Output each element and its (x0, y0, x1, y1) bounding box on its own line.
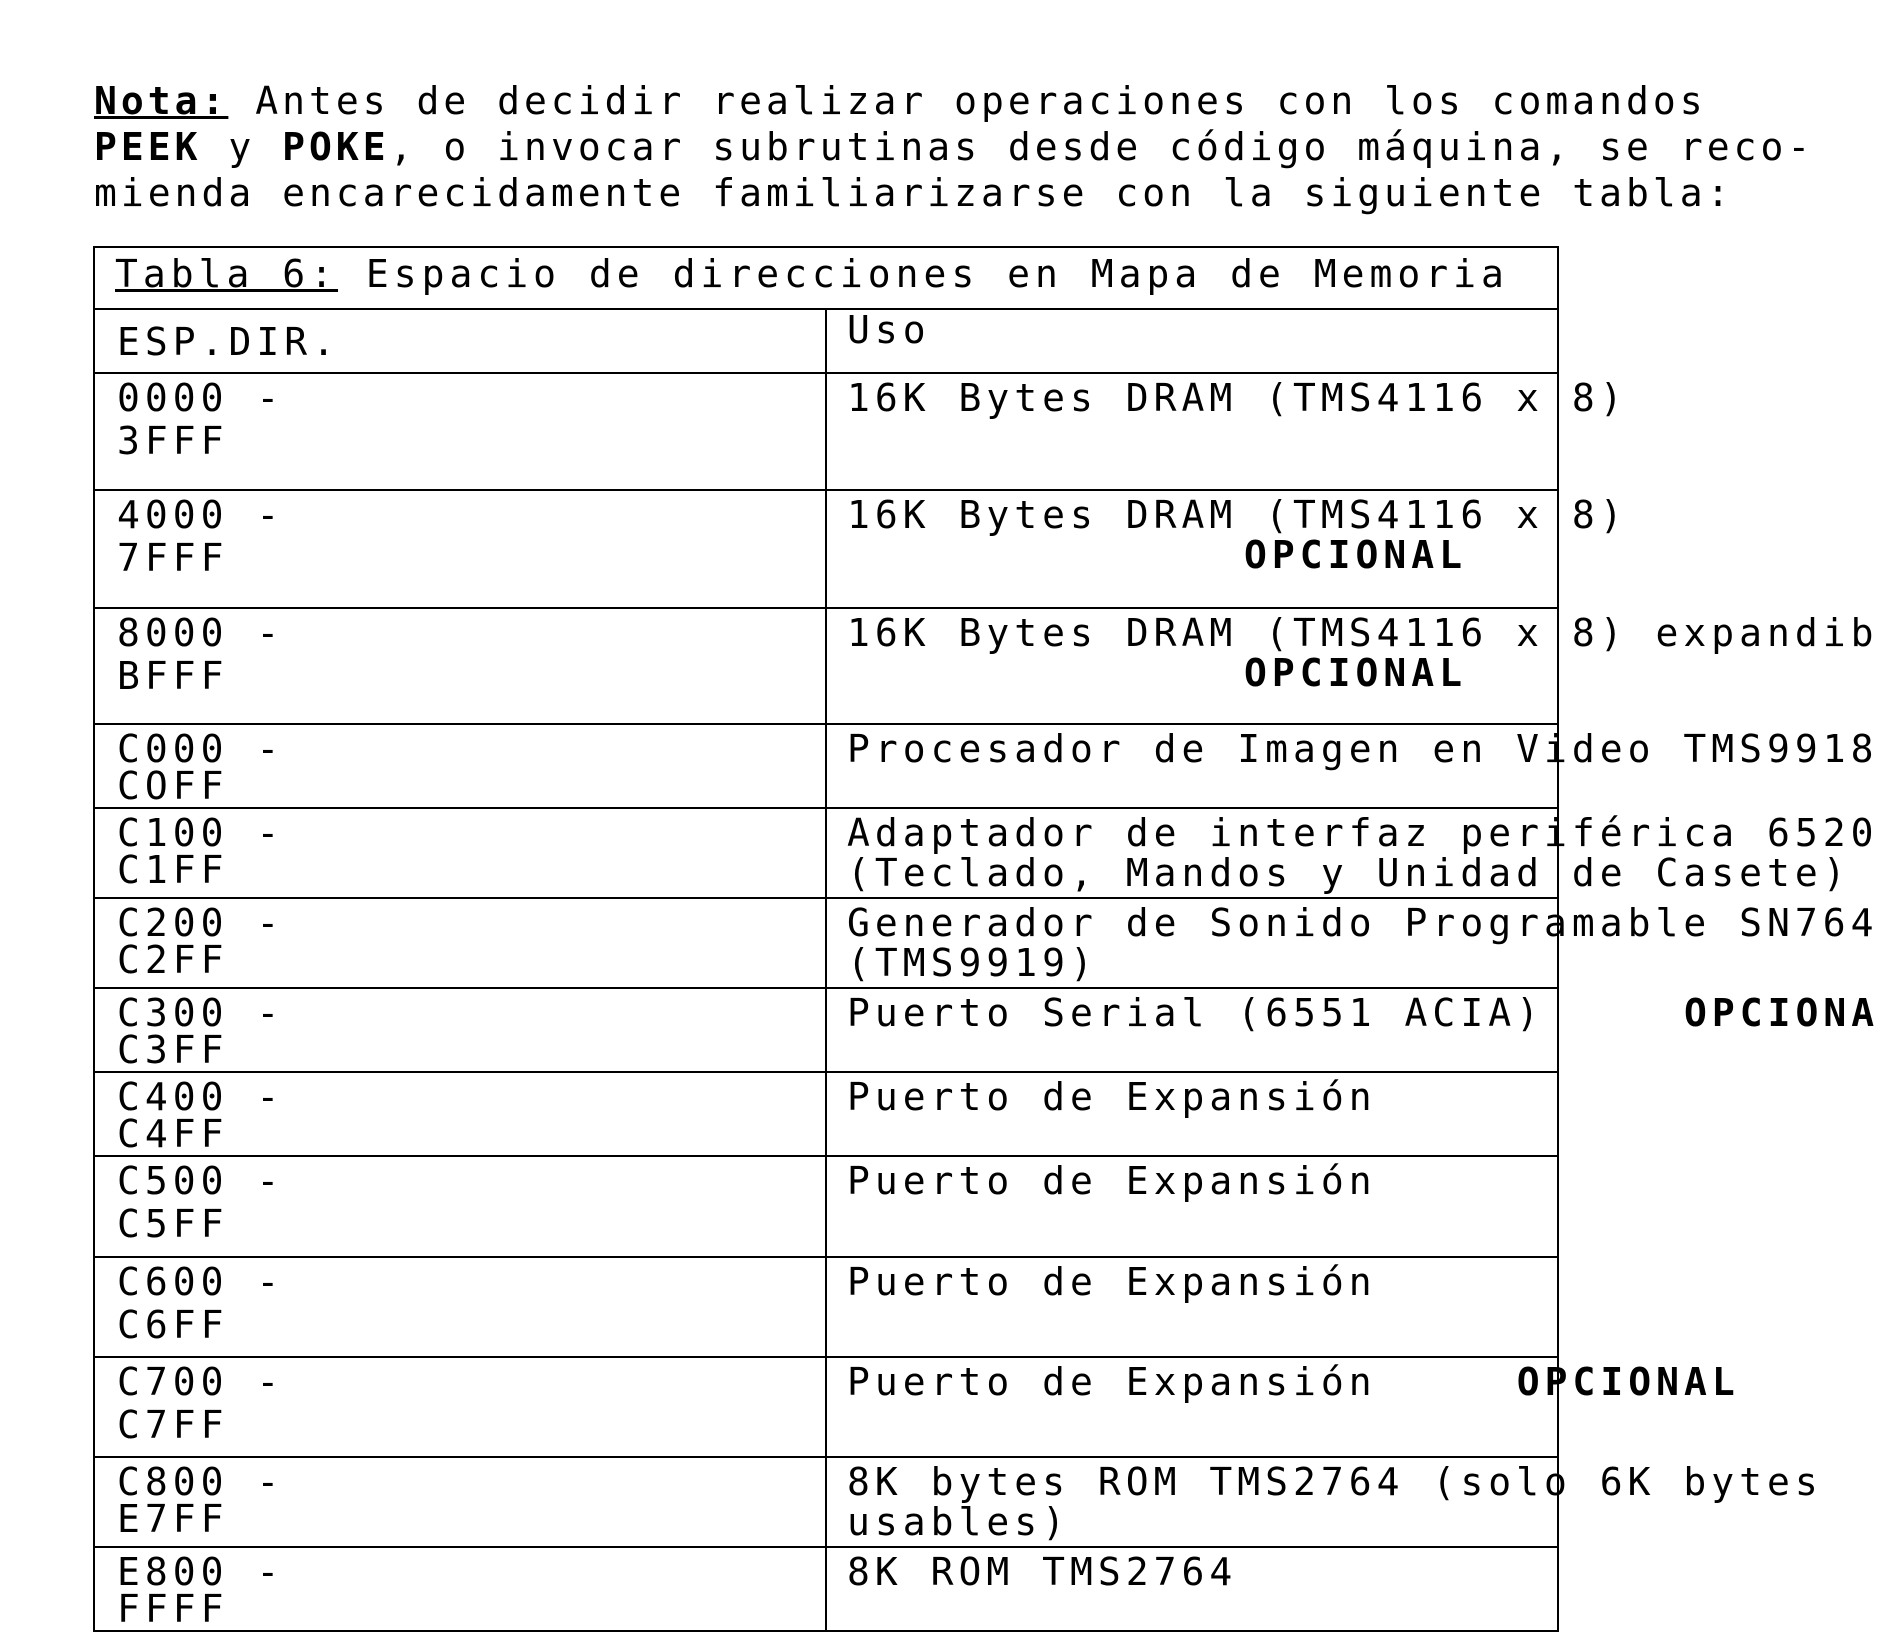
address-to: C1FF (117, 848, 229, 892)
usage-cell: Puerto de Expansión (825, 1071, 1559, 1157)
usage-text: 16K Bytes DRAM (TMS4116 x 8) expandible (847, 611, 1880, 655)
address-range: C700 - C7FF (93, 1356, 827, 1458)
address-range: C200 - C2FF (93, 897, 827, 989)
usage-text: Generador de Sonido Programable SN76489 … (847, 901, 1880, 985)
peek-command: PEEK (94, 125, 202, 169)
address-range: C000 - COFF (93, 723, 827, 809)
usage-text: 16K Bytes DRAM (TMS4116 x 8) (847, 376, 1628, 420)
usage-cell: 16K Bytes DRAM (TMS4116 x 8) OPCIONAL (825, 489, 1623, 609)
address-to: COFF (117, 764, 229, 808)
address-range: C100 - C1FF (93, 807, 827, 899)
table-row: C700 - C7FF Puerto de Expansión OPCIONAL (93, 1356, 1735, 1458)
memory-map-table: Tabla 6: Espacio de direcciones en Mapa … (93, 246, 1880, 1632)
usage-cell: Adaptador de interfaz periférica 6520 (T… (825, 807, 1873, 899)
table-row: C600 - C6FF Puerto de Expansión (93, 1256, 1559, 1358)
address-to: C6FF (117, 1303, 229, 1347)
intro-note: Nota: Antes de decidir realizar operacio… (94, 78, 1814, 216)
table-title-text: Espacio de direcciones en Mapa de Memori… (338, 252, 1509, 296)
address-from: C000 - (117, 727, 285, 771)
optional-label: OPCIONAL (1516, 1360, 1740, 1404)
usage-cell: 8K bytes ROM TMS2764 (solo 6K bytes usab… (825, 1456, 1818, 1548)
table-row: C200 - C2FF Generador de Sonido Programabl… (93, 897, 1880, 989)
table-row: C100 - C1FF Adaptador de interfaz periféri… (93, 807, 1873, 899)
usage-cell: 8K ROM TMS2764 (825, 1546, 1559, 1632)
table-title-row: Tabla 6: Espacio de direcciones en Mapa … (93, 246, 1559, 310)
usage-text: 8K bytes ROM TMS2764 (solo 6K bytes usab… (847, 1460, 1823, 1544)
table-row: 8000 - BFFF 16K Bytes DRAM (TMS4116 x 8) e… (93, 607, 1880, 725)
address-range: 8000 - BFFF (93, 607, 827, 725)
usage-text: 16K Bytes DRAM (TMS4116 x 8) (847, 493, 1628, 537)
usage-text: Adaptador de interfaz periférica 6520 (T… (847, 811, 1879, 895)
address-to: E7FF (117, 1497, 229, 1541)
address-range: E800 - FFFF (93, 1546, 827, 1632)
address-to: C7FF (117, 1403, 229, 1447)
header-use: Uso (825, 308, 1559, 374)
usage-cell: Puerto Serial (6551 ACIA) OPCIONAL (825, 987, 1880, 1073)
address-range: 0000 -3FFF (93, 372, 827, 491)
address-from: C100 - (117, 811, 285, 855)
address-from: 8000 - (117, 611, 285, 655)
usage-cell: Procesador de Imagen en Video TMS9918 (825, 723, 1873, 809)
address-to: C3FF (117, 1028, 229, 1072)
address-from: 0000 - (117, 376, 285, 420)
address-to: 3FFF (117, 419, 229, 463)
table-row: C500 - C5FF Puerto de Expansión (93, 1155, 1559, 1258)
usage-text: 8K ROM TMS2764 (847, 1550, 1238, 1594)
note-line-1: Antes de decidir realizar operaciones co… (228, 79, 1707, 123)
address-from: C700 - (117, 1360, 285, 1404)
poke-command: POKE (282, 125, 390, 169)
usage-text: Puerto de Expansión (847, 1159, 1377, 1203)
table-row: E800 - FFFF 8K ROM TMS2764 (93, 1546, 1559, 1632)
optional-label: OPCIONAL (1243, 533, 1467, 577)
address-from: C600 - (117, 1260, 285, 1304)
usage-text: Procesador de Imagen en Video TMS9918 (847, 727, 1879, 771)
optional-label: OPCIONAL (1243, 651, 1467, 695)
table-row: C300 - C3FF Puerto Serial (6551 ACIA) OPCIO… (93, 987, 1880, 1073)
address-to: C2FF (117, 938, 229, 982)
address-range: C600 - C6FF (93, 1256, 827, 1358)
address-from: C800 - (117, 1460, 285, 1504)
table-header-row: ESP.DIR. Uso (93, 308, 1559, 374)
note-line-2: , o invocar subrutinas desde código máqu… (389, 125, 1815, 169)
table-row: C800 - E7FF 8K bytes ROM TMS2764 (solo 6K … (93, 1456, 1818, 1548)
address-range: 4000 -7FFF (93, 489, 827, 609)
usage-text: Puerto Serial (6551 ACIA) (847, 991, 1544, 1035)
address-to: 7FFF (117, 536, 229, 580)
optional-label: OPCIONAL (1683, 991, 1880, 1035)
table-row: C400 - C4FF Puerto de Expansión (93, 1071, 1559, 1157)
address-to: C4FF (117, 1112, 229, 1156)
header-address: ESP.DIR. (93, 308, 827, 374)
address-from: C300 - (117, 991, 285, 1035)
usage-cell: Puerto de Expansión (825, 1256, 1559, 1358)
address-range: C500 - C5FF (93, 1155, 827, 1258)
address-to: BFFF (117, 654, 229, 698)
address-from: C200 - (117, 901, 285, 945)
address-from: 4000 - (117, 493, 285, 537)
address-range: C800 - E7FF (93, 1456, 827, 1548)
usage-cell: Puerto de Expansión (825, 1155, 1559, 1258)
table-title: Tabla 6: Espacio de direcciones en Mapa … (93, 246, 1559, 310)
note-line-3: mienda encarecidamente familiarizarse co… (94, 171, 1734, 215)
usage-cell: Generador de Sonido Programable SN76489 … (825, 897, 1880, 989)
usage-text: Puerto de Expansión (847, 1360, 1377, 1404)
address-to: C5FF (117, 1202, 229, 1246)
address-from: C500 - (117, 1159, 285, 1203)
table-row: C000 - COFF Procesador de Imagen en Video … (93, 723, 1873, 809)
address-from: C400 - (117, 1075, 285, 1119)
usage-text: Puerto de Expansión (847, 1260, 1377, 1304)
address-range: C300 - C3FF (93, 987, 827, 1073)
table-row: 4000 -7FFF 16K Bytes DRAM (TMS4116 x 8) OP… (93, 489, 1623, 609)
usage-cell: 16K Bytes DRAM (TMS4116 x 8) expandible O… (825, 607, 1880, 725)
usage-cell: Puerto de Expansión OPCIONAL (825, 1356, 1735, 1458)
table-row: 0000 -3FFF 16K Bytes DRAM (TMS4116 x 8) (93, 372, 1623, 491)
address-range: C400 - C4FF (93, 1071, 827, 1157)
usage-text: Puerto de Expansión (847, 1075, 1377, 1119)
address-from: E800 - (117, 1550, 285, 1594)
table-title-label: Tabla 6: (115, 252, 339, 296)
address-to: FFFF (117, 1587, 229, 1631)
note-conjunction: y (201, 125, 283, 169)
note-label: Nota: (94, 79, 229, 123)
usage-cell: 16K Bytes DRAM (TMS4116 x 8) (825, 372, 1623, 491)
